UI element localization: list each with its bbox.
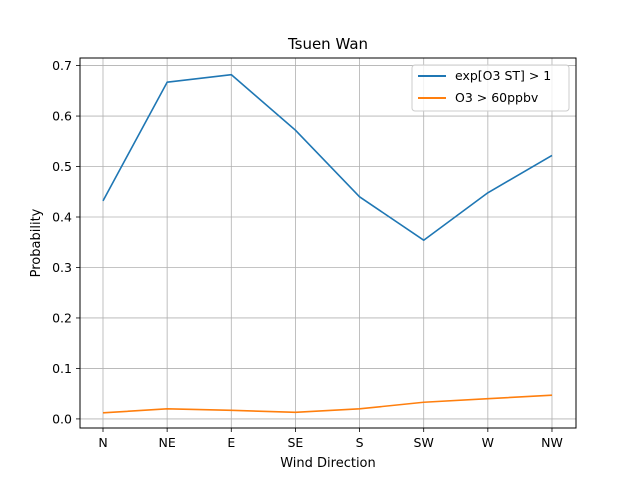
x-tick-label: S bbox=[356, 435, 364, 450]
y-tick-label: 0.4 bbox=[52, 210, 72, 225]
series-line-2 bbox=[102, 394, 553, 414]
x-tick-label: NW bbox=[541, 435, 563, 450]
x-tick-label: E bbox=[227, 435, 235, 450]
y-tick-label: 0.2 bbox=[52, 310, 72, 325]
y-axis-label: Probability bbox=[29, 208, 44, 277]
x-tick-label: N bbox=[98, 435, 107, 450]
y-tick-label: 0.3 bbox=[52, 260, 72, 275]
legend-label-2: O3 > 60ppbv bbox=[455, 90, 539, 105]
chart-title: Tsuen Wan bbox=[287, 35, 368, 53]
x-tick-label: SE bbox=[287, 435, 303, 450]
y-tick-label: 0.6 bbox=[52, 109, 72, 124]
legend-label-1: exp[O3 ST] > 1 bbox=[455, 68, 551, 83]
legend-box bbox=[411, 64, 570, 112]
grid bbox=[80, 58, 576, 428]
y-tick-label: 0.7 bbox=[52, 58, 72, 73]
legend: exp[O3 ST] > 1 O3 > 60ppbv bbox=[411, 64, 570, 112]
series-layer bbox=[102, 73, 553, 414]
x-tick-label: SW bbox=[414, 435, 434, 450]
series-line-1 bbox=[102, 73, 553, 242]
x-tick-label: W bbox=[482, 435, 494, 450]
x-axis: N NE E SE S SW W NW bbox=[98, 428, 563, 450]
y-tick-label: 0.5 bbox=[52, 159, 72, 174]
y-tick-label: 0.0 bbox=[52, 411, 72, 426]
x-axis-label: Wind Direction bbox=[280, 456, 376, 471]
y-axis: 0.0 0.1 0.2 0.3 0.4 0.5 0.6 0.7 bbox=[52, 58, 80, 426]
plot-frame bbox=[79, 57, 577, 429]
x-tick-label: NE bbox=[159, 435, 176, 450]
y-tick-label: 0.1 bbox=[52, 361, 72, 376]
